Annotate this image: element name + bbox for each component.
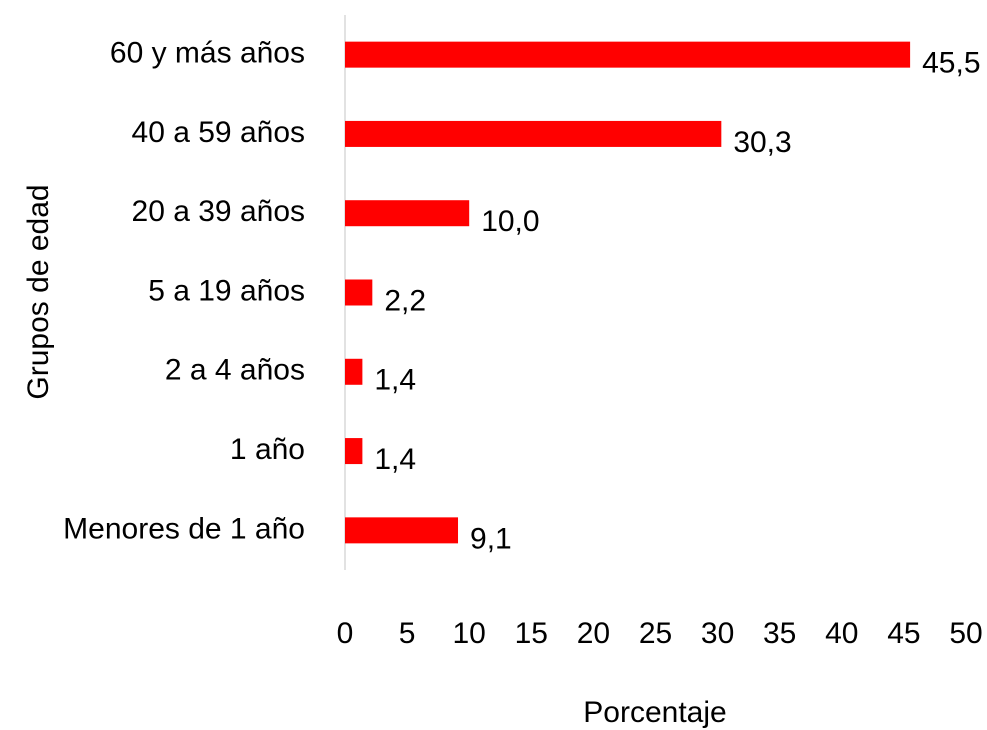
bar bbox=[345, 279, 373, 306]
x-tick-label: 5 bbox=[399, 617, 416, 650]
x-tick-label: 0 bbox=[337, 617, 354, 650]
x-tick-label: 20 bbox=[577, 617, 610, 650]
value-label: 2,2 bbox=[384, 284, 426, 317]
y-tick-label: 20 a 39 años bbox=[132, 195, 305, 228]
bar bbox=[345, 358, 363, 385]
value-label: 45,5 bbox=[922, 47, 980, 80]
y-tick-label: 1 año bbox=[230, 433, 305, 466]
bar bbox=[345, 41, 911, 68]
value-label: 30,3 bbox=[733, 126, 791, 159]
x-tick-label: 10 bbox=[453, 617, 486, 650]
y-tick-label: 40 a 59 años bbox=[132, 116, 305, 149]
value-label: 9,1 bbox=[470, 522, 512, 555]
x-tick-label: 45 bbox=[887, 617, 920, 650]
value-label: 10,0 bbox=[481, 205, 539, 238]
x-tick-label: 25 bbox=[639, 617, 672, 650]
x-tick-label: 15 bbox=[515, 617, 548, 650]
value-label: 1,4 bbox=[374, 364, 416, 397]
y-axis-title: Grupos de edad bbox=[22, 184, 55, 399]
bar bbox=[345, 438, 363, 465]
value-label: 1,4 bbox=[374, 443, 416, 476]
x-tick-label: 50 bbox=[949, 617, 982, 650]
x-tick-label: 40 bbox=[825, 617, 858, 650]
x-tick-label: 30 bbox=[701, 617, 734, 650]
y-tick-label: 60 y más años bbox=[110, 37, 305, 70]
bar bbox=[345, 120, 722, 147]
y-tick-label: 2 a 4 años bbox=[165, 354, 305, 387]
y-tick-label: Menores de 1 año bbox=[63, 512, 305, 545]
bar bbox=[345, 200, 470, 227]
bar bbox=[345, 517, 459, 544]
y-tick-label: 5 a 19 años bbox=[148, 274, 305, 307]
x-tick-label: 35 bbox=[763, 617, 796, 650]
x-axis-title: Porcentaje bbox=[583, 696, 726, 729]
